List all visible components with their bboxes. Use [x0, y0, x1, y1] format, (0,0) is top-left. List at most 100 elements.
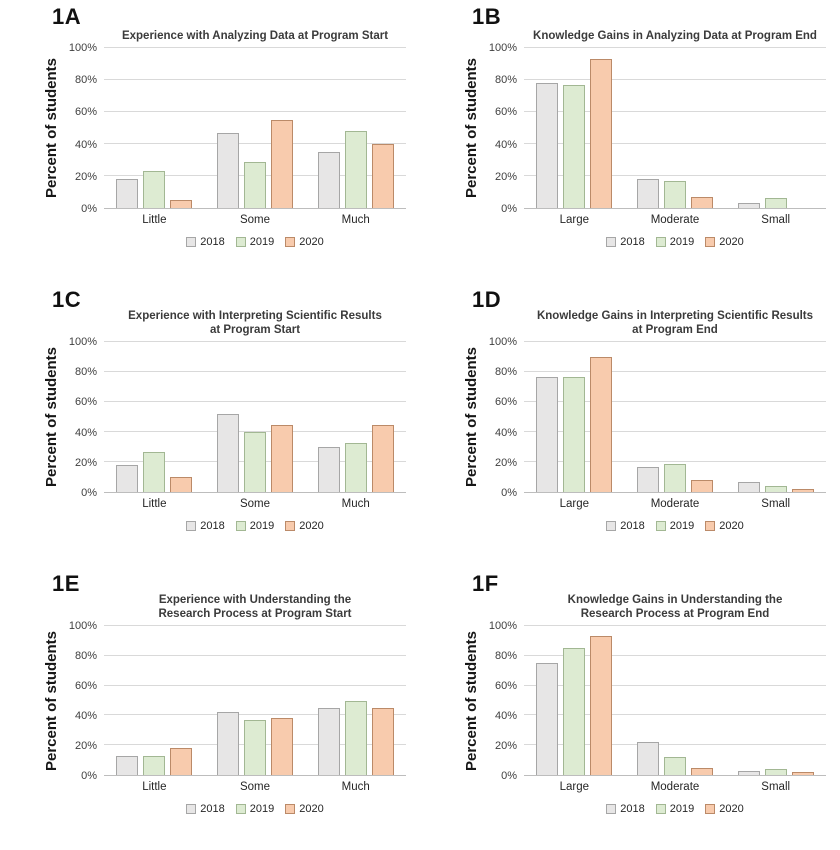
x-axis-labels: Little Some Much [104, 776, 406, 798]
legend-marker-2019 [235, 237, 246, 247]
panel-label: 1E [52, 571, 80, 596]
legend-marker-2018 [606, 521, 617, 531]
bar-2020-some [271, 718, 293, 775]
chart-title: Knowledge Gains in Analyzing Data at Pro… [533, 30, 817, 42]
gridline [524, 371, 826, 372]
y-axis-ticks: 0% 20% 40% 60% 80% 100% [482, 42, 524, 215]
legend-item-2020: 2020 [705, 803, 744, 815]
bar-2018-moderate [637, 179, 659, 208]
bar-2019-little [143, 451, 166, 492]
gridline [524, 111, 826, 112]
gridline [104, 654, 406, 656]
bar-2019-much [344, 442, 367, 492]
x-category-label: Small [761, 781, 791, 793]
bar-2019-some [244, 161, 266, 208]
legend-item-2018: 2018 [186, 520, 225, 532]
bar-2019-much [344, 700, 367, 775]
legend-label: 2019 [249, 236, 275, 248]
bar-2018-much [317, 707, 340, 775]
y-axis-ticks: 0% 20% 40% 60% 80% 100% [62, 42, 104, 215]
x-axis-labels: Little Some Much [104, 209, 406, 231]
bar-2020-moderate [691, 480, 713, 492]
bar-2019-small [764, 769, 787, 775]
chart-panel-1d: 1D Knowledge Gains in Interpreting Scien… [420, 283, 840, 567]
plot-area [524, 625, 826, 776]
y-axis-ticks: 0% 20% 40% 60% 80% 100% [62, 336, 104, 499]
bar-group-little [104, 626, 205, 775]
panel-label: 1C [52, 287, 82, 312]
bar-2020-some [271, 424, 293, 492]
plot-area [524, 341, 826, 493]
y-axis-label: Percent of students [462, 58, 480, 199]
legend-label: 2020 [719, 803, 744, 815]
chart-title: Experience with Analyzing Data at Progra… [121, 30, 389, 42]
legend-marker-2018 [606, 804, 617, 814]
y-tick-label: 80% [74, 650, 97, 662]
y-axis-label: Percent of students [42, 347, 60, 488]
legend-label: 2020 [299, 236, 324, 248]
y-tick-label: 80% [74, 74, 97, 87]
legend-marker-2019 [235, 804, 246, 814]
legend-item-2019: 2019 [655, 520, 694, 532]
chart-panel-1e: 1E Experience with Understanding the Res… [0, 567, 420, 850]
gridline [104, 371, 406, 372]
bar-2019-some [244, 432, 266, 492]
bar-2020-large [590, 59, 613, 208]
x-category-label: Little [142, 781, 167, 793]
legend-label: 2018 [200, 236, 225, 248]
bar-2020-moderate [691, 196, 713, 208]
legend-label: 2018 [200, 520, 225, 532]
chart-1c: Experience with Interpreting Scientific … [40, 309, 406, 537]
legend-marker-2018 [186, 804, 197, 814]
legend-label: 2018 [620, 520, 645, 532]
legend-label: 2019 [669, 236, 695, 248]
y-axis-ticks: 0% 20% 40% 60% 80% 100% [482, 620, 524, 782]
panel-label: 1D [472, 287, 502, 312]
chart-1d: Knowledge Gains in Interpreting Scientif… [460, 309, 826, 537]
x-category-label: Little [142, 498, 167, 510]
y-axis-label: Percent of students [462, 630, 480, 772]
plot-area [524, 47, 826, 209]
bar-2019-much [344, 131, 367, 208]
legend: 2018 2019 2020 [524, 798, 826, 820]
gridline [524, 461, 826, 462]
bar-2020-little [170, 200, 193, 208]
legend-marker-2019 [655, 804, 666, 814]
y-tick-label: 0% [81, 770, 97, 782]
gridline [104, 143, 406, 144]
bar-group-much [305, 48, 406, 208]
x-category-label: Some [239, 498, 271, 510]
bar-2018-much [317, 152, 340, 208]
legend-item-2020: 2020 [705, 520, 744, 532]
bar-2020-moderate [691, 767, 713, 775]
gridline [524, 79, 826, 80]
legend-item-2020: 2020 [285, 520, 324, 532]
gridline [104, 684, 406, 686]
chart-1b: Knowledge Gains in Analyzing Data at Pro… [460, 26, 826, 253]
x-category-label: Some [239, 781, 271, 793]
legend: 2018 2019 2020 [524, 515, 826, 537]
x-category-label: Small [761, 214, 791, 226]
legend-item-2019: 2019 [235, 236, 275, 248]
gridline [524, 714, 826, 716]
bar-2019-large [563, 376, 586, 492]
legend-label: 2018 [620, 803, 645, 815]
bar-group-little [104, 342, 205, 492]
legend-marker-2019 [235, 521, 246, 531]
legend-marker-2020 [705, 237, 716, 247]
y-tick-label: 60% [494, 680, 517, 692]
gridline [524, 341, 826, 342]
gridline [524, 47, 826, 48]
bar-2019-large [563, 84, 586, 208]
bar-2018-little [116, 179, 139, 208]
y-tick-label: 100% [68, 620, 97, 632]
y-tick-label: 20% [74, 456, 97, 469]
y-axis-ticks: 0% 20% 40% 60% 80% 100% [482, 336, 524, 499]
chart-title: Experience with Understanding the Resear… [158, 594, 352, 620]
bar-2019-moderate [664, 757, 686, 775]
x-category-label: Moderate [650, 498, 700, 510]
bar-group-small [725, 342, 826, 492]
chart-panel-1f: 1F Knowledge Gains in Understanding the … [420, 567, 840, 850]
chart-1f: Knowledge Gains in Understanding the Res… [460, 593, 826, 820]
